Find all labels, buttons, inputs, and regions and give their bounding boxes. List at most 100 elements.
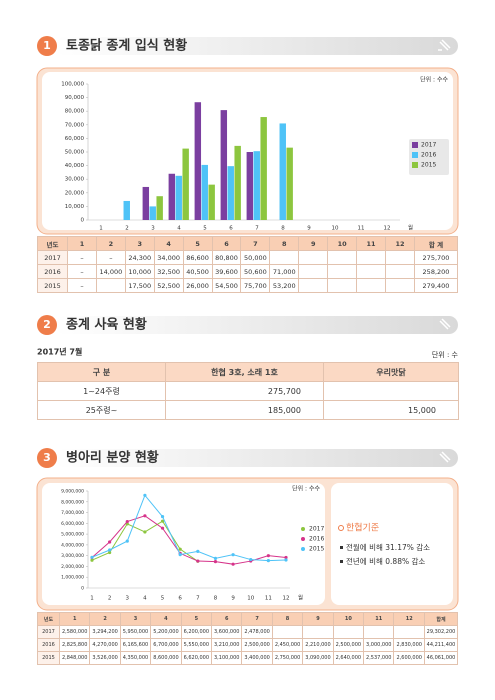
- y-tick-label: 70,000: [65, 122, 85, 128]
- point: [284, 558, 288, 562]
- x-tick-label: 6: [229, 226, 233, 232]
- table-cell: [95, 278, 126, 293]
- table-cell: 2016: [37, 638, 60, 652]
- header-cell: 6: [211, 236, 242, 251]
- table-cell: 24,300: [124, 250, 155, 265]
- table-cell: 185,000: [165, 400, 324, 420]
- point: [108, 540, 112, 544]
- x-tick-label: 1: [90, 596, 94, 602]
- table-cell: 29,302,200: [424, 625, 458, 639]
- header-row: 구 분 한협 3호, 소래 1호 우리맛닭: [37, 362, 459, 382]
- table-cell: 2,750,000: [271, 651, 304, 665]
- line: [91, 494, 287, 562]
- pencil-icon: [439, 451, 451, 463]
- table-row: 25주령~ 185,000 15,000: [37, 400, 459, 420]
- pencil-icon: [438, 39, 451, 51]
- table-cell: 32,500: [153, 264, 184, 279]
- table-cell: 258,200: [414, 264, 458, 279]
- table-cell: 2,825,800: [58, 638, 91, 652]
- table-cell: 44,211,400: [424, 638, 458, 652]
- unit: 단위 : 수: [432, 350, 459, 359]
- point: [213, 559, 218, 564]
- header-cell: 5: [180, 612, 213, 626]
- table-cell: [298, 278, 329, 293]
- table-cell: 50,000: [240, 250, 271, 265]
- bar: [123, 200, 130, 220]
- x-tick-label: 2: [108, 596, 112, 602]
- table-cell: 2,537,000: [363, 651, 395, 665]
- table-cell: 1~24주령: [37, 381, 166, 401]
- table-row: 1~24주령 275,700: [37, 381, 459, 401]
- header-cell: 3: [124, 236, 155, 251]
- header-cell: 11: [363, 612, 395, 626]
- bullet: [338, 525, 344, 531]
- point: [160, 526, 165, 530]
- table-cell: 2017: [37, 250, 68, 265]
- y-tick-label: 5,000,000: [61, 532, 84, 538]
- table-cell: 3,100,000: [211, 651, 243, 665]
- y-tick-label: 4,000,000: [61, 542, 84, 548]
- table-cell: –: [67, 278, 97, 293]
- data-table: 년도 1 2 3 4 5 6 7 8 9 10 11 12 합계 2017 2,580,000 3,294,20…: [37, 612, 458, 665]
- table-cell: –: [95, 250, 126, 265]
- y-tick-label: 2,000,000: [61, 564, 84, 570]
- point: [196, 559, 200, 563]
- table-cell: 2015: [37, 278, 68, 293]
- table-cell: 2,478,000: [241, 625, 273, 639]
- point: [231, 553, 235, 557]
- pencil-icon: [439, 318, 451, 330]
- bullet: [340, 546, 343, 549]
- legend-swatch: [412, 162, 418, 168]
- point: [108, 548, 112, 552]
- x-tick-label: 3: [151, 226, 155, 232]
- table-cell: [384, 278, 416, 293]
- table-cell: [302, 625, 334, 639]
- legend-label: 2015: [309, 546, 324, 553]
- header-cell: 2: [95, 236, 126, 251]
- header-cell: 12: [384, 236, 416, 251]
- badge: [37, 448, 57, 468]
- x-tick-label: 6: [178, 596, 182, 602]
- table-cell: 2015: [37, 651, 60, 665]
- point: [143, 514, 147, 518]
- bar: [208, 184, 215, 220]
- bar: [253, 151, 260, 220]
- x-tick-label: 1: [99, 226, 103, 232]
- table-cell: 6,200,000: [180, 625, 213, 639]
- table-cell: 50,600: [240, 264, 271, 279]
- table-cell: 2,210,000: [302, 638, 334, 652]
- section-title: 토종닭 종계 입식 현황: [66, 38, 187, 54]
- table-cell: [356, 278, 386, 293]
- x-tick-label: 9: [231, 596, 235, 602]
- table-cell: 5,550,000: [180, 638, 213, 652]
- header-cell: 1: [67, 236, 97, 251]
- header-bar: [55, 316, 458, 334]
- table-cell: 3,526,000: [89, 651, 121, 665]
- header-bar: [55, 449, 458, 467]
- y-tick-label: 3,000,000: [61, 553, 84, 559]
- header-cell: 1: [58, 612, 91, 626]
- header-cell: 10: [327, 236, 358, 251]
- x-tick-label: 11: [358, 226, 365, 232]
- x-tick-label: 9: [307, 226, 311, 232]
- table-cell: 54,500: [211, 278, 242, 293]
- table-row: 2016–14,000 10,000 32,500 40,500 39,600 50,60…: [37, 264, 458, 279]
- header-cell: 11: [356, 236, 386, 251]
- x-axis-label: 월: [298, 594, 303, 602]
- bar: [194, 102, 202, 220]
- table-cell: 2,500,000: [241, 638, 273, 652]
- table-cell: 5,950,000: [119, 625, 152, 639]
- x-tick-label: 8: [281, 226, 285, 232]
- bar: [182, 148, 189, 220]
- table-cell: 6,700,000: [150, 638, 182, 652]
- table-cell: [384, 264, 416, 279]
- table-cell: 53,200: [269, 278, 300, 293]
- table-cell: 3,000,000: [363, 638, 395, 652]
- table-cell: 8,600,000: [150, 651, 182, 665]
- y-tick-label: 0: [81, 218, 85, 224]
- header-cell: 9: [302, 612, 334, 626]
- x-tick-label: 5: [203, 226, 207, 232]
- table-cell: [384, 250, 416, 265]
- table-cell: 3,600,000: [211, 625, 243, 639]
- bullet: [340, 560, 343, 563]
